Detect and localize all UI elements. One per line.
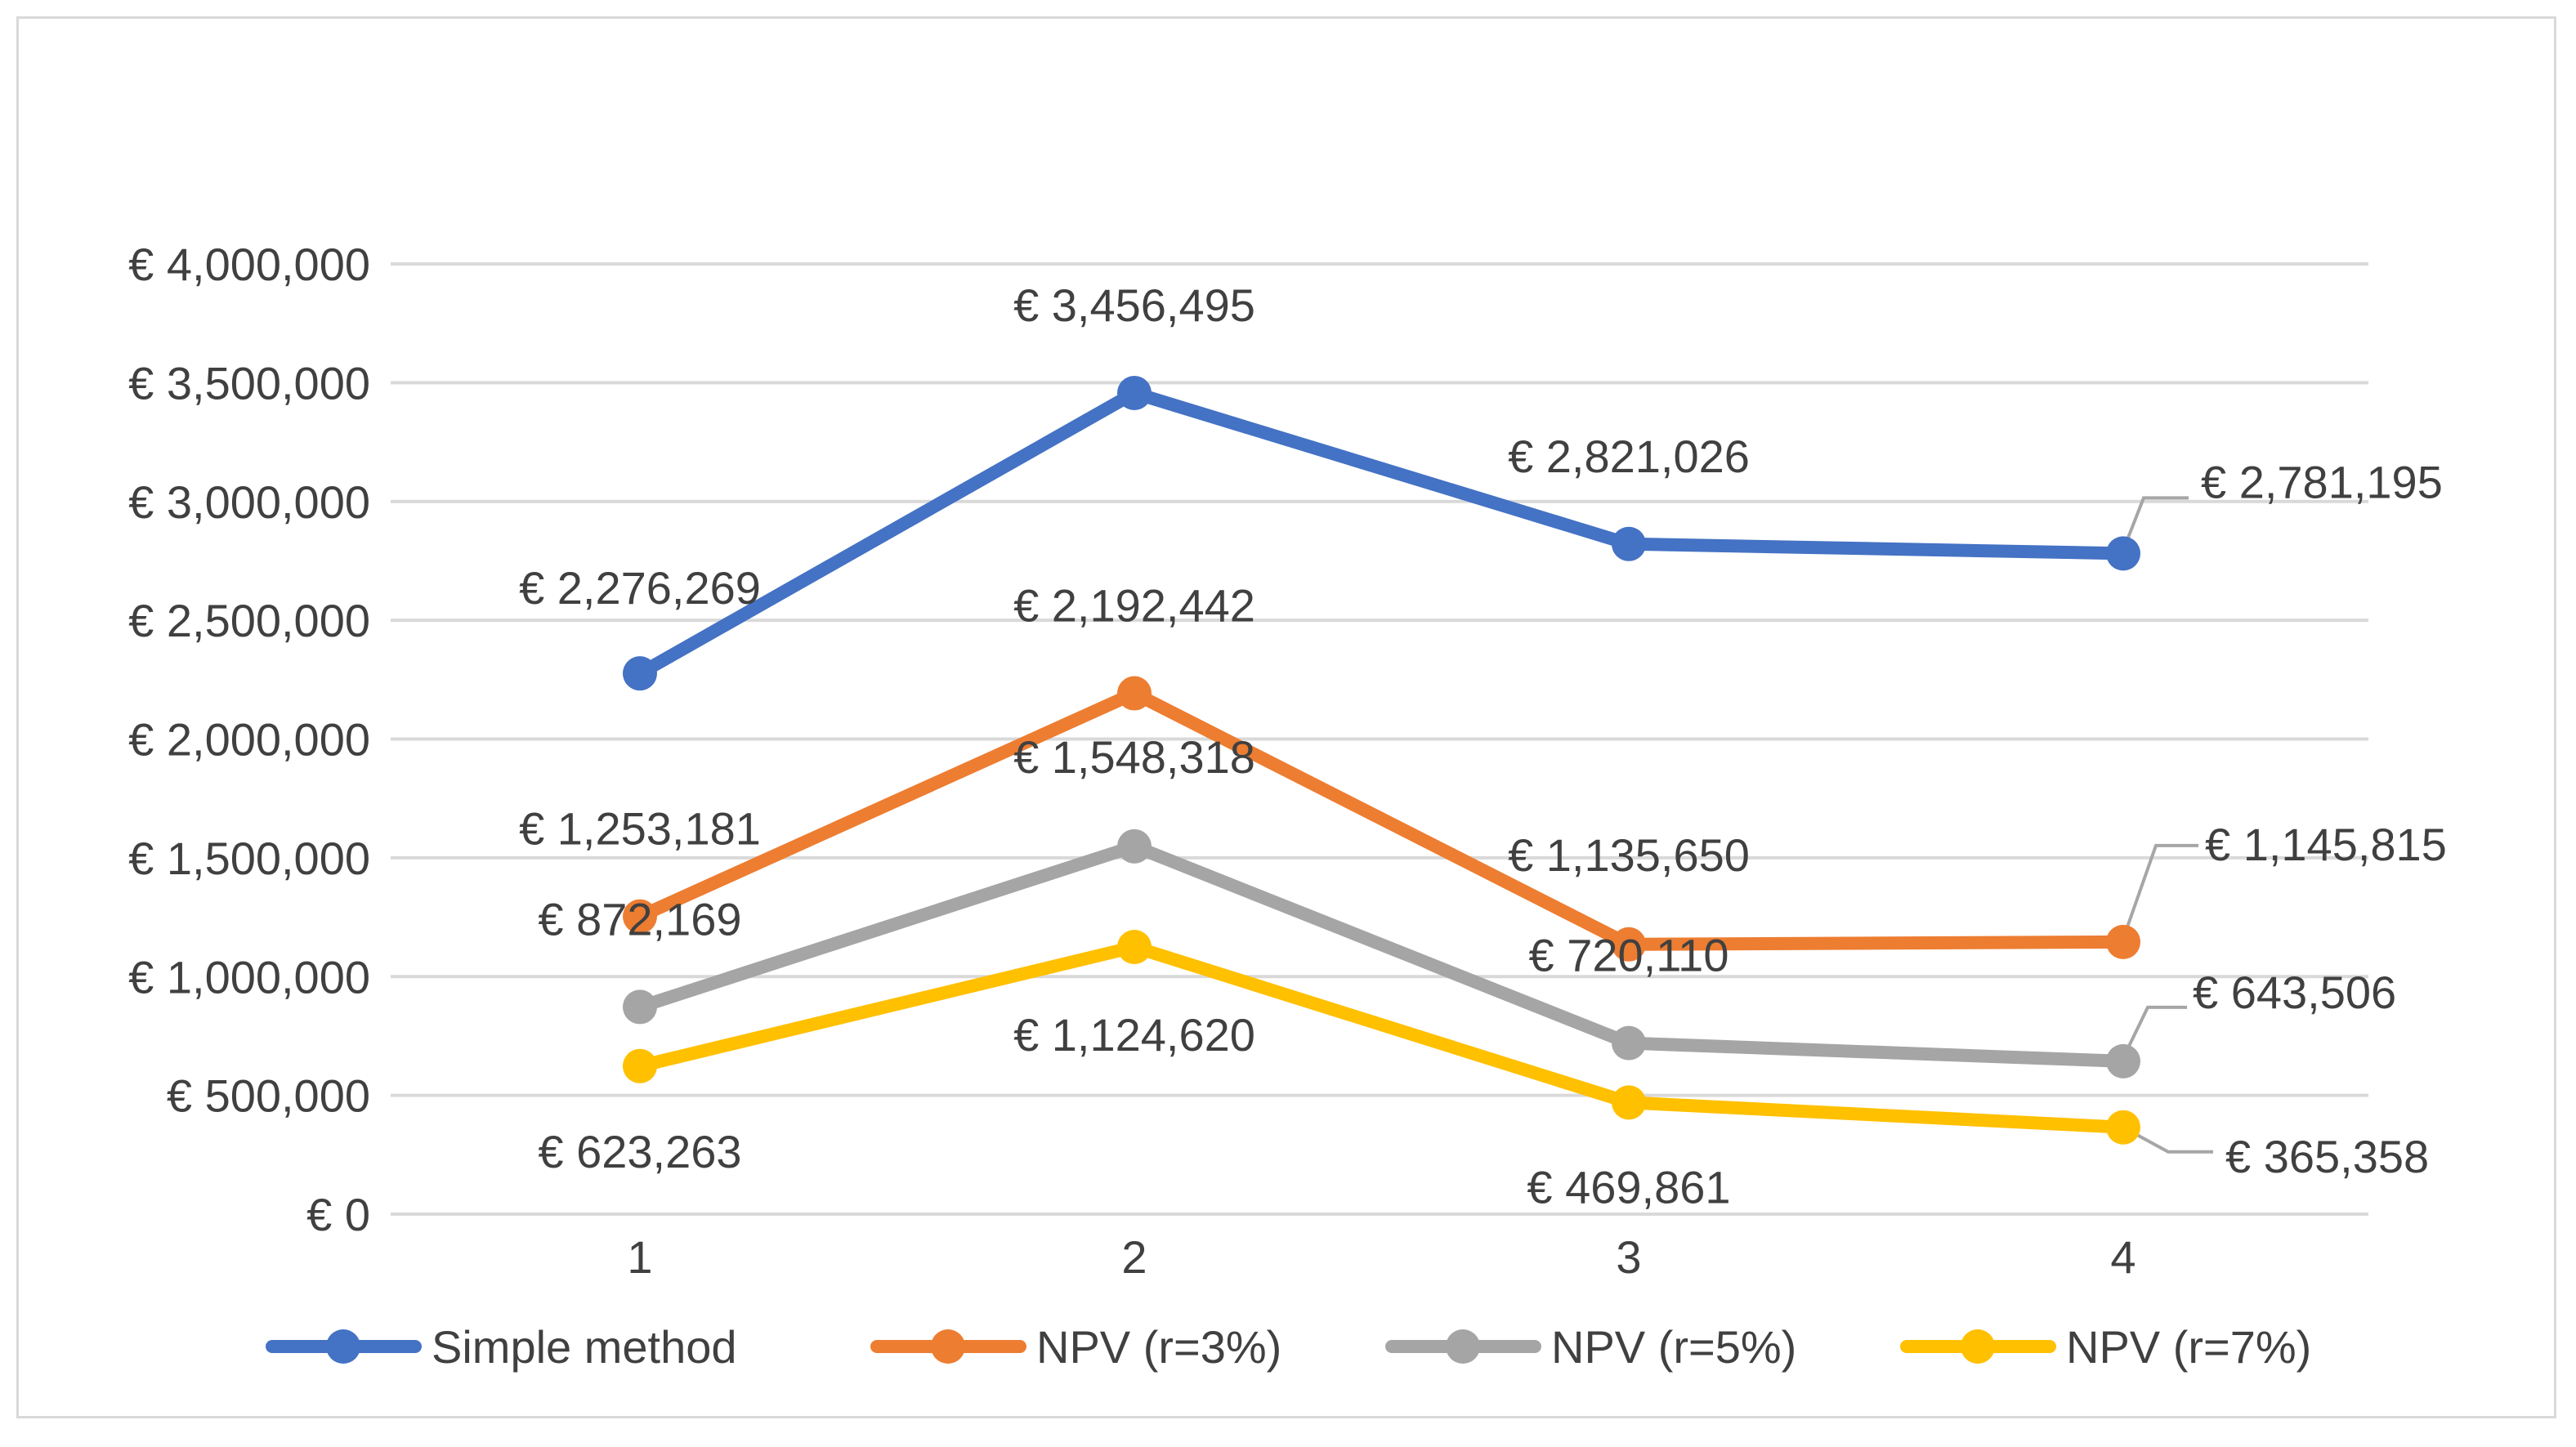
y-tick-label: € 1,500,000 (128, 833, 370, 884)
legend-swatch-marker (1961, 1329, 1995, 1364)
series-line-4 (633, 940, 2130, 1134)
data-label: € 1,124,620 (1013, 1009, 1255, 1061)
y-tick-label: € 0 (306, 1189, 370, 1240)
data-label: € 720,110 (1529, 930, 1729, 981)
y-tick-label: € 2,500,000 (128, 595, 370, 646)
chart-frame: € 0 € 500,000 € 1,000,000 € 1,500,000 € 2,00… (16, 16, 2556, 1418)
data-label: € 3,456,495 (1013, 279, 1255, 331)
data-label: € 2,192,442 (1013, 580, 1255, 632)
data-label: € 2,821,026 (1508, 431, 1750, 482)
data-label: € 2,781,195 (2201, 456, 2443, 507)
label-leader-line (2122, 496, 2189, 552)
data-point (1117, 828, 1152, 864)
label-leader-line (2122, 1005, 2187, 1059)
data-point (1117, 676, 1152, 711)
y-tick-label: € 2,000,000 (128, 714, 370, 766)
legend-swatch-marker (931, 1329, 965, 1364)
data-point (1117, 930, 1152, 965)
data-point (623, 656, 657, 691)
series-line-3 (633, 839, 2130, 1068)
label-leader-line (2122, 843, 2198, 940)
data-label: € 1,135,650 (1508, 829, 1750, 881)
data-label: € 1,145,815 (2205, 819, 2447, 870)
data-label: € 623,263 (538, 1126, 741, 1177)
data-point (2106, 1110, 2140, 1145)
y-tick-label: € 4,000,000 (128, 239, 370, 290)
y-tick-label: € 500,000 (167, 1070, 370, 1122)
y-tick-label: € 3,500,000 (128, 357, 370, 409)
data-point (1612, 927, 1646, 962)
data-label: € 643,506 (2193, 967, 2396, 1018)
legend-label: NPV (r=3%) (1036, 1321, 1281, 1373)
legend-label: NPV (r=7%) (2066, 1321, 2311, 1373)
x-tick-label: 4 (2110, 1231, 2135, 1283)
data-label: € 469,861 (1527, 1161, 1730, 1213)
legend-label: Simple method (432, 1321, 737, 1373)
data-label: € 1,253,181 (519, 803, 761, 855)
data-point (623, 899, 657, 934)
x-tick-label: 1 (627, 1231, 652, 1283)
data-point (2106, 1043, 2140, 1079)
data-point (2106, 536, 2140, 571)
legend-label: NPV (r=5%) (1551, 1321, 1796, 1373)
data-point (2106, 924, 2140, 959)
line-chart: € 0 € 500,000 € 1,000,000 € 1,500,000 € 2,00… (128, 239, 2447, 1373)
legend-swatch-marker (326, 1329, 360, 1364)
data-point (1117, 376, 1152, 411)
data-label: € 872,169 (538, 893, 741, 945)
data-point (1612, 526, 1646, 561)
series-line-1 (633, 386, 2130, 681)
series-line-2 (633, 686, 2130, 951)
x-tick-label: 2 (1121, 1231, 1147, 1283)
x-tick-label: 3 (1616, 1231, 1641, 1283)
data-point (1612, 1025, 1646, 1061)
y-tick-label: € 1,000,000 (128, 951, 370, 1003)
data-label: € 2,276,269 (519, 562, 761, 614)
y-tick-label: € 3,000,000 (128, 476, 370, 528)
data-label: € 1,548,318 (1013, 731, 1255, 783)
data-point (1612, 1085, 1646, 1120)
data-label: € 365,358 (2225, 1131, 2429, 1182)
data-point (623, 1048, 657, 1083)
data-point (623, 989, 657, 1025)
legend-swatch-marker (1446, 1329, 1480, 1364)
